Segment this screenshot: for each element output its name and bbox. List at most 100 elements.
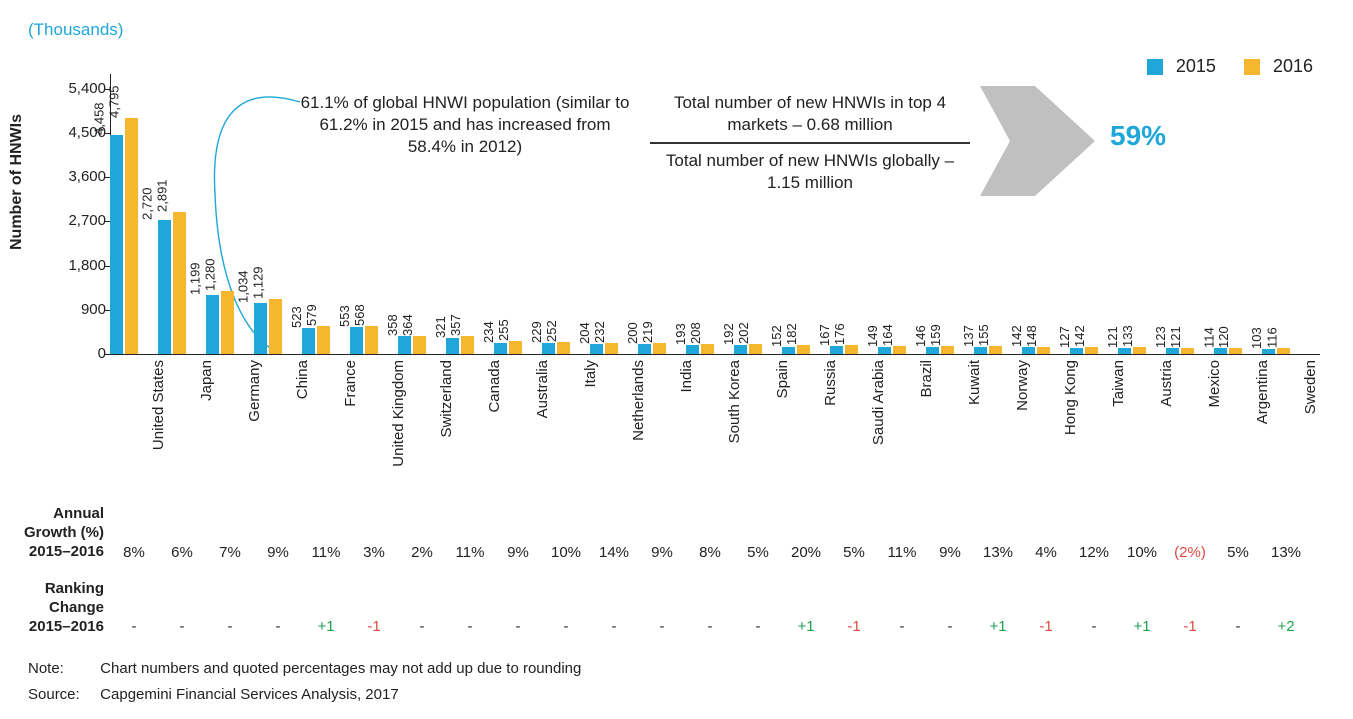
bar-group: 553568 [350,74,378,354]
growth-cell: 20% [782,544,830,561]
ranking-cell: - [1070,618,1118,635]
ytick-mark [104,89,110,90]
bar-group: 192202 [734,74,762,354]
bar-value: 204 [577,322,592,344]
bar-value: 116 [1264,328,1279,349]
growth-label-b: Growth (%) [4,524,104,543]
ranking-cell: +2 [1262,618,1310,635]
bar-value: 159 [928,325,943,347]
growth-cell: 7% [206,544,254,561]
bar-group: 200219 [638,74,666,354]
bar: 4,458 [110,135,123,354]
ranking-cell: - [590,618,638,635]
bar-value: 123 [1153,326,1168,348]
bar-value: 114 [1201,328,1216,349]
bar-value: 148 [1024,325,1039,347]
bar-group: 229252 [542,74,570,354]
growth-cell: 3% [350,544,398,561]
bar-group: 149164 [878,74,906,354]
bar-value: 120 [1216,326,1231,348]
bar: 167 [830,346,843,354]
growth-cell: 10% [1118,544,1166,561]
bar-value: 149 [865,325,880,347]
bar-value: 142 [1072,325,1087,347]
bar-group: 4,4584,795 [110,74,138,354]
ranking-cell: +1 [1118,618,1166,635]
bar-value: 4,795 [106,86,121,119]
bar-value: 1,034 [235,271,250,304]
bar: 148 [1037,347,1050,354]
bar: 121 [1181,348,1194,354]
bar-value: 358 [385,315,400,337]
growth-cell: (2%) [1166,544,1214,561]
rank-label-b: Change [4,599,104,618]
bar: 1,280 [221,291,234,354]
legend-label-2016: 2016 [1273,56,1313,76]
bar-group: 127142 [1070,74,1098,354]
bar-value: 142 [1009,325,1024,347]
bar-value: 127 [1057,326,1072,348]
ytick-label: 900 [52,301,106,318]
bar: 202 [749,344,762,354]
footnote-note: Note: Chart numbers and quoted percentag… [28,660,581,677]
ranking-cell: +1 [974,618,1022,635]
ranking-cell: -1 [350,618,398,635]
bar: 523 [302,328,315,354]
bar: 192 [734,345,747,354]
bar-value: 568 [352,304,367,326]
growth-cell: 12% [1070,544,1118,561]
bar: 114 [1214,348,1227,354]
ranking-cell: -1 [1022,618,1070,635]
growth-cell: 5% [830,544,878,561]
bar-value: 155 [976,325,991,347]
bar-group: 152182 [782,74,810,354]
ytick-mark [104,310,110,311]
rank-label-c: 2015–2016 [4,618,104,637]
source-label: Source: [28,686,96,703]
bar: 149 [878,347,891,354]
ranking-cell: - [1214,618,1262,635]
bar: 358 [398,336,411,354]
bar-group: 321357 [446,74,474,354]
bar: 176 [845,345,858,354]
note-text: Chart numbers and quoted percentages may… [100,660,581,677]
growth-cell: 11% [446,544,494,561]
bar-value: 133 [1120,326,1135,348]
bar: 252 [557,342,570,354]
legend-label-2015: 2015 [1176,56,1216,76]
source-text: Capgemini Financial Services Analysis, 2… [100,686,398,703]
bar-value: 1,280 [202,259,217,292]
bar-value: 200 [625,322,640,344]
bar-group: 114120 [1214,74,1242,354]
bar: 4,795 [125,118,138,354]
bar-value: 321 [433,317,448,339]
ranking-cell: - [734,618,782,635]
bar-value: 176 [832,324,847,346]
bar: 321 [446,338,459,354]
bar: 193 [686,345,699,354]
bar: 103 [1262,349,1275,354]
growth-label-a: Annual [4,505,104,524]
ytick-label: 0 [52,345,106,362]
ytick-mark [104,221,110,222]
bar: 208 [701,344,714,354]
bar-value: 232 [592,321,607,343]
bar-value: 193 [673,323,688,345]
ranking-cell: -1 [830,618,878,635]
bar: 1,129 [269,299,282,354]
bar: 219 [653,343,666,354]
bar-value: 2,891 [154,179,169,212]
row-label-growth: Annual Growth (%) 2015–2016 [4,505,104,561]
ytick-mark [104,177,110,178]
row-label-ranking: Ranking Change 2015–2016 [4,580,104,636]
bar: 182 [797,345,810,354]
bar: 155 [989,346,1002,354]
bar-group: 2,7202,891 [158,74,186,354]
growth-cell: 9% [926,544,974,561]
bar: 229 [542,343,555,354]
bar-group: 123121 [1166,74,1194,354]
growth-cell: 13% [974,544,1022,561]
bar-value: 2,720 [139,188,154,221]
ytick-mark [104,266,110,267]
ranking-cell: - [158,618,206,635]
